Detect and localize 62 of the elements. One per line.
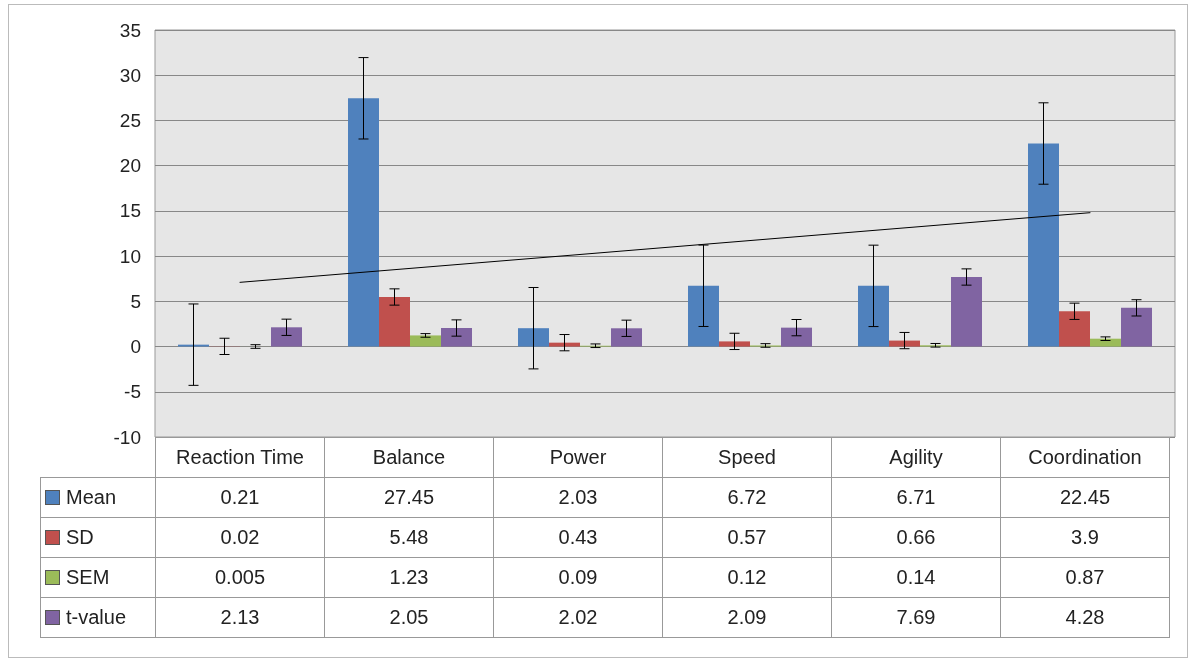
y-tick-label: 15 [119,200,141,222]
bar [951,277,982,347]
legend-label: t-value [40,597,156,638]
data-label: 1.23 [324,557,494,598]
data-label: 2.13 [155,597,325,638]
bar [271,327,302,347]
bar [518,328,549,347]
data-label: 0.66 [831,517,1001,558]
y-tick-label: 30 [119,64,141,86]
data-label: 27.45 [324,477,494,518]
data-label: 0.57 [662,517,832,558]
legend-label: Mean [40,477,156,518]
y-tick-label: 10 [119,245,141,267]
data-label: 0.09 [493,557,663,598]
bar [889,340,920,347]
y-tick-label: -10 [113,426,141,448]
data-label: 0.02 [155,517,325,558]
bar [379,296,410,347]
y-tick-label: 25 [119,109,141,131]
data-label: 0.21 [155,477,325,518]
data-label: 0.87 [1000,557,1170,598]
y-tick-label: 5 [130,290,141,312]
bar [781,327,812,347]
x-tick-label: Reaction Time [155,437,325,478]
data-label: 6.72 [662,477,832,518]
bar [348,98,379,347]
legend-label: SEM [40,557,156,598]
y-tick-label: -5 [124,381,141,403]
bar [410,335,441,347]
data-label: 0.12 [662,557,832,598]
bar [688,285,719,347]
y-tick-label: 20 [119,155,141,177]
data-label: 2.03 [493,477,663,518]
data-label: 2.02 [493,597,663,638]
bar [1059,311,1090,347]
bar [858,285,889,347]
bar [441,328,472,347]
x-tick-label: Power [493,437,663,478]
bar [1090,338,1121,347]
data-label: 4.28 [1000,597,1170,638]
y-tick-label: 0 [130,336,141,358]
x-tick-label: Speed [662,437,832,478]
data-label: 0.14 [831,557,1001,598]
y-tick-label: 35 [119,19,141,41]
data-label: 6.71 [831,477,1001,518]
bar [1028,143,1059,347]
data-label: 5.48 [324,517,494,558]
x-tick-label: Coordination [1000,437,1170,478]
bar [1121,307,1152,347]
bar [549,342,580,347]
legend-label: SD [40,517,156,558]
data-label: 7.69 [831,597,1001,638]
data-label: 0.43 [493,517,663,558]
data-label: 0.005 [155,557,325,598]
data-label: 22.45 [1000,477,1170,518]
bar [719,341,750,347]
data-label: 2.05 [324,597,494,638]
data-label: 3.9 [1000,517,1170,558]
data-label: 2.09 [662,597,832,638]
x-tick-label: Balance [324,437,494,478]
bar [611,328,642,347]
x-tick-label: Agility [831,437,1001,478]
